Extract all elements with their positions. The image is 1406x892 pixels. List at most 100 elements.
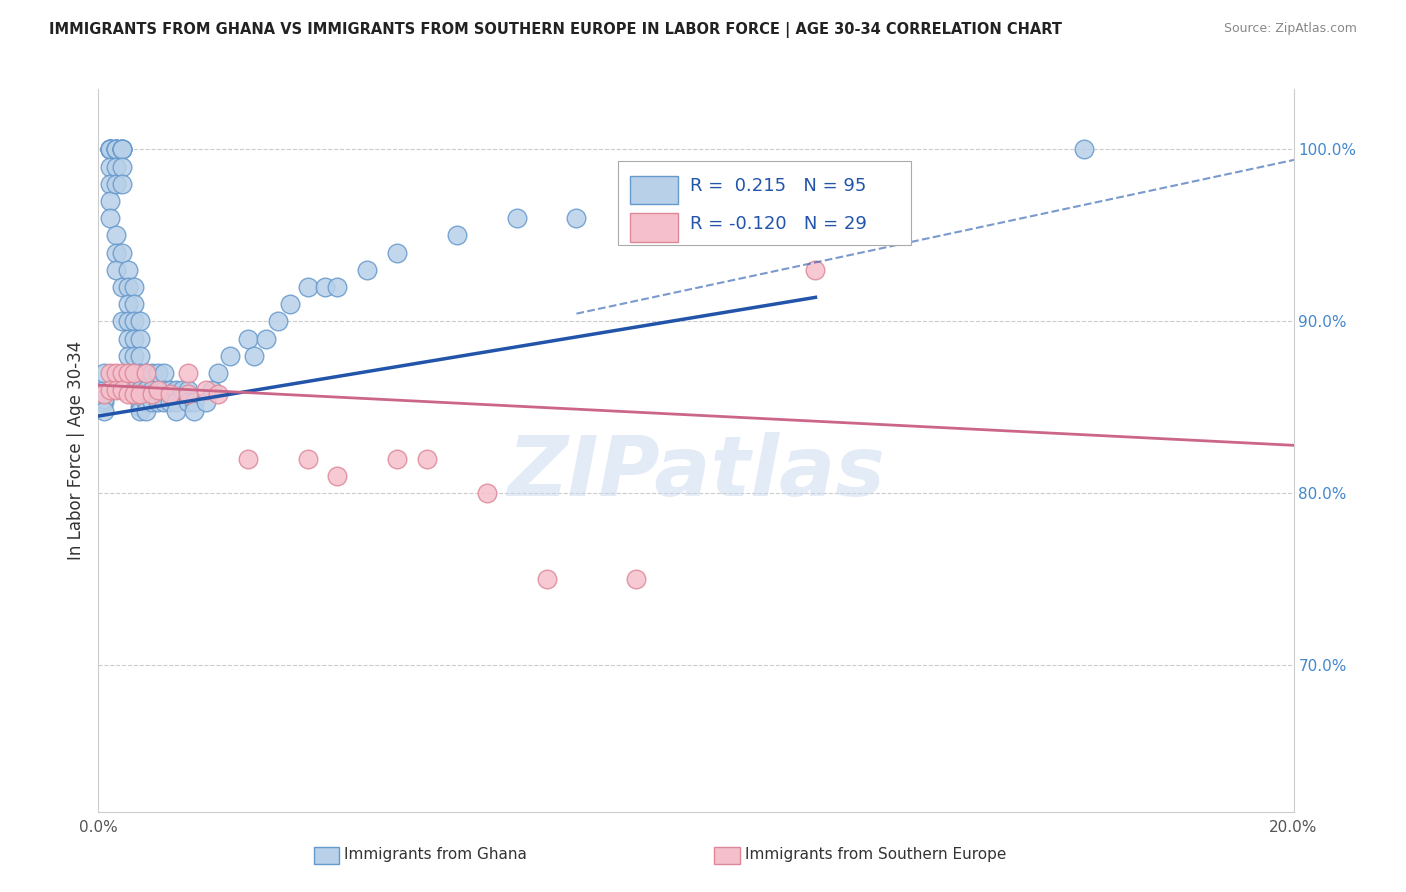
Point [111, 142, 134, 156]
Point [129, 395, 152, 409]
Point [153, 366, 176, 380]
Point [141, 366, 163, 380]
Point [267, 314, 290, 328]
Point [207, 386, 229, 401]
Point [416, 452, 439, 467]
Point [165, 384, 187, 398]
Point [745, 211, 768, 226]
Point [326, 280, 349, 294]
Y-axis label: In Labor Force | Age 30-34: In Labor Force | Age 30-34 [66, 341, 84, 560]
Point [105, 142, 128, 156]
Point [475, 486, 498, 500]
Point [117, 349, 139, 363]
Point [93, 384, 115, 398]
Point [111, 366, 134, 380]
Point [105, 262, 128, 277]
Point [98, 142, 122, 156]
Point [135, 366, 157, 380]
Point [254, 332, 277, 346]
Point [98, 142, 122, 156]
Point [207, 366, 229, 380]
Point [117, 386, 139, 401]
Point [105, 142, 128, 156]
Point [129, 386, 152, 401]
Point [195, 384, 218, 398]
Point [129, 404, 152, 418]
Point [236, 452, 259, 467]
Point [98, 384, 122, 398]
Point [93, 395, 115, 409]
Point [117, 332, 139, 346]
Point [135, 395, 157, 409]
FancyBboxPatch shape [619, 161, 911, 244]
Point [177, 395, 200, 409]
Point [135, 366, 157, 380]
Point [148, 384, 170, 398]
Text: Immigrants from Southern Europe: Immigrants from Southern Europe [745, 847, 1007, 862]
Point [626, 211, 648, 226]
Point [111, 177, 134, 191]
Point [105, 384, 128, 398]
Point [124, 297, 146, 311]
Point [148, 395, 170, 409]
Point [201, 384, 224, 398]
Point [177, 384, 200, 398]
Point [124, 332, 146, 346]
Point [105, 245, 128, 260]
Point [129, 384, 152, 398]
Point [98, 142, 122, 156]
Point [385, 245, 409, 260]
Point [1073, 142, 1095, 156]
Point [124, 280, 146, 294]
Point [159, 395, 181, 409]
Point [356, 262, 378, 277]
Point [98, 194, 122, 208]
Point [98, 211, 122, 226]
Text: ZIPatlas: ZIPatlas [508, 432, 884, 513]
Text: R = -0.120   N = 29: R = -0.120 N = 29 [690, 215, 868, 233]
Point [183, 404, 205, 418]
Point [315, 280, 337, 294]
Point [124, 366, 146, 380]
Point [93, 404, 115, 418]
Text: R =  0.215   N = 95: R = 0.215 N = 95 [690, 178, 866, 195]
Point [141, 384, 163, 398]
Point [565, 211, 588, 226]
Point [177, 366, 200, 380]
Point [129, 366, 152, 380]
Point [117, 262, 139, 277]
Point [148, 366, 170, 380]
Bar [630, 213, 678, 242]
Point [124, 314, 146, 328]
Point [117, 297, 139, 311]
Point [159, 386, 181, 401]
Point [297, 280, 319, 294]
Point [98, 177, 122, 191]
Point [278, 297, 301, 311]
Point [117, 280, 139, 294]
Point [183, 395, 205, 409]
Point [135, 404, 157, 418]
Point [111, 245, 134, 260]
Point [326, 469, 349, 483]
Point [626, 573, 648, 587]
Point [129, 332, 152, 346]
Point [165, 404, 187, 418]
Point [243, 349, 266, 363]
Point [219, 349, 242, 363]
Point [93, 366, 115, 380]
Point [446, 228, 468, 243]
Point [105, 142, 128, 156]
Text: Source: ZipAtlas.com: Source: ZipAtlas.com [1223, 22, 1357, 36]
Point [506, 211, 529, 226]
Point [153, 384, 176, 398]
Point [105, 160, 128, 174]
Point [124, 366, 146, 380]
Point [111, 384, 134, 398]
Point [141, 386, 163, 401]
Point [124, 349, 146, 363]
Point [98, 366, 122, 380]
Point [141, 395, 163, 409]
Point [105, 228, 128, 243]
Point [297, 452, 319, 467]
